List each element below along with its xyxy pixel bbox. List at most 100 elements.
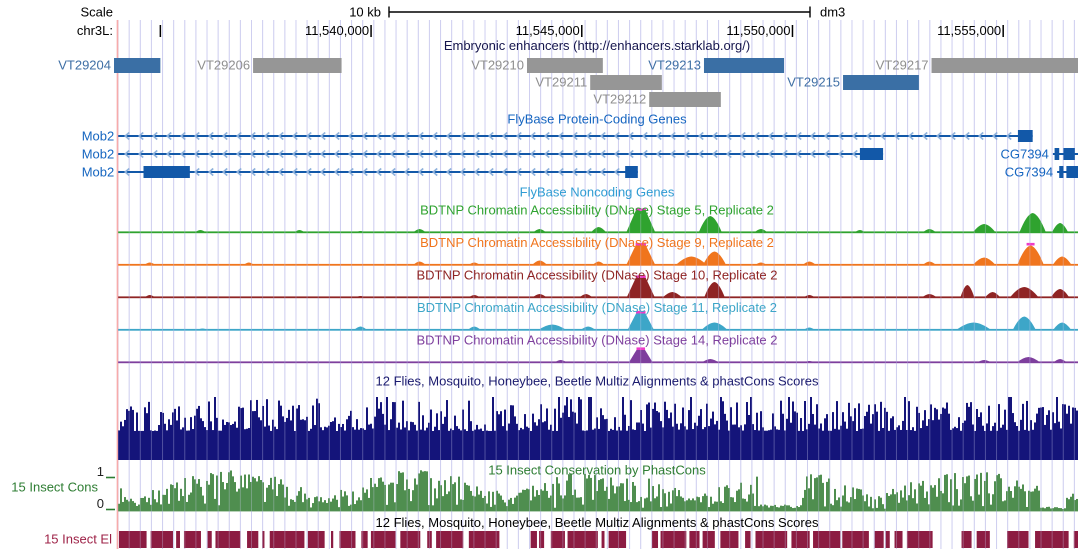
dnase-peak[interactable] xyxy=(355,296,367,298)
conserved-elements-track[interactable] xyxy=(119,531,1078,548)
dnase-peak[interactable] xyxy=(626,278,656,298)
dnase-peak[interactable] xyxy=(592,261,605,266)
dnase-peak[interactable] xyxy=(532,229,547,233)
dnase-peak[interactable] xyxy=(412,229,427,233)
dnase-peak[interactable] xyxy=(590,227,607,233)
dnase-peak[interactable] xyxy=(531,260,548,266)
gene-item-label[interactable]: Mob2 xyxy=(82,147,115,162)
dnase-peak[interactable] xyxy=(627,313,655,331)
dnase-peak[interactable] xyxy=(355,231,366,233)
enhancer-item-label[interactable]: VT29212 xyxy=(593,92,646,107)
gene-exon[interactable] xyxy=(1066,166,1078,178)
dnase-peak[interactable] xyxy=(976,360,993,363)
gene-item-Mob2[interactable]: Mob2 xyxy=(82,147,884,162)
dnase-peak[interactable] xyxy=(353,326,368,331)
gene-exon[interactable] xyxy=(1017,130,1033,142)
dnase-peak[interactable] xyxy=(467,295,481,298)
gene-exon[interactable] xyxy=(1063,148,1075,160)
dnase-peak[interactable] xyxy=(922,229,937,233)
dnase-peak[interactable] xyxy=(1012,316,1037,331)
enhancer-item-VT29217[interactable] xyxy=(931,58,1078,73)
dnase-peak[interactable] xyxy=(628,350,653,363)
dnase-peak[interactable] xyxy=(698,216,723,233)
dnase-peak[interactable] xyxy=(803,327,816,331)
dnase-track-stage-14[interactable] xyxy=(118,347,1078,364)
dnase-peak[interactable] xyxy=(753,229,768,233)
enhancer-item-VT29210[interactable] xyxy=(526,58,603,73)
gene-item-label[interactable]: CG7394 xyxy=(1000,147,1048,162)
dnase-peak[interactable] xyxy=(702,251,727,266)
dnase-peak[interactable] xyxy=(532,294,548,298)
dnase-peak[interactable] xyxy=(537,324,568,331)
dnase-peak[interactable] xyxy=(579,294,593,298)
dnase-peak[interactable] xyxy=(802,261,817,266)
enhancer-item-VT29213[interactable] xyxy=(703,58,785,73)
gene-exon[interactable] xyxy=(625,166,638,178)
gene-item-CG7394[interactable]: CG7394 xyxy=(1005,165,1078,180)
gene-item-label[interactable]: CG7394 xyxy=(1005,165,1053,180)
dnase-peak[interactable] xyxy=(1052,359,1068,363)
dnase-peak[interactable] xyxy=(972,257,997,266)
gene-exon[interactable] xyxy=(1054,148,1060,160)
gene-item-Mob2[interactable]: Mob2 xyxy=(82,165,638,180)
dnase-peak[interactable] xyxy=(143,295,156,298)
dnase-track-stage-5[interactable] xyxy=(118,208,1078,234)
enhancer-item-VT29212[interactable] xyxy=(649,92,721,107)
enhancer-item-VT29211[interactable] xyxy=(590,75,662,90)
feature-items-layer[interactable]: VT29204 VT29206 VT29210 VT29213 VT29217 VT292… xyxy=(58,58,1078,180)
dnase-peak[interactable] xyxy=(921,294,938,298)
dnase-peak[interactable] xyxy=(1052,256,1072,266)
enhancer-item-label[interactable]: VT29211 xyxy=(535,75,587,90)
dnase-peak[interactable] xyxy=(803,361,816,363)
dnase-track-stage-10[interactable] xyxy=(118,275,1078,299)
dnase-peak[interactable] xyxy=(701,359,720,363)
gene-exon[interactable] xyxy=(1059,166,1064,178)
enhancer-item-label[interactable]: VT29206 xyxy=(197,58,250,73)
dnase-peak[interactable] xyxy=(972,224,997,233)
dnase-peak[interactable] xyxy=(293,230,306,233)
dnase-peak[interactable] xyxy=(1017,245,1045,266)
dnase-peak[interactable] xyxy=(143,262,157,266)
dnase-peak[interactable] xyxy=(242,262,255,266)
dnase-peak[interactable] xyxy=(194,230,207,233)
dnase-peak[interactable] xyxy=(922,261,937,266)
enhancer-item-label[interactable]: VT29213 xyxy=(648,58,701,73)
dnase-peak[interactable] xyxy=(626,211,656,233)
gene-item-label[interactable]: Mob2 xyxy=(82,129,115,144)
dnase-peak[interactable] xyxy=(853,230,866,233)
dnase-peak[interactable] xyxy=(955,322,992,331)
dnase-peak[interactable] xyxy=(553,360,568,363)
dnase-peak[interactable] xyxy=(701,322,728,331)
dnase-peak[interactable] xyxy=(467,262,481,266)
dnase-peak[interactable] xyxy=(803,295,816,298)
dnase-peak[interactable] xyxy=(196,328,209,331)
dnase-track-stage-9[interactable] xyxy=(118,242,1078,266)
enhancer-item-VT29206[interactable] xyxy=(253,58,342,73)
gene-exon[interactable] xyxy=(859,148,884,160)
dnase-peak[interactable] xyxy=(1016,357,1041,363)
dnase-peak[interactable] xyxy=(754,262,768,266)
phastcons-conservation-track[interactable] xyxy=(118,470,1078,512)
dnase-peak[interactable] xyxy=(412,261,427,266)
dnase-peak[interactable] xyxy=(1052,322,1072,331)
dnase-peak[interactable] xyxy=(1019,213,1047,233)
enhancer-item-label[interactable]: VT29217 xyxy=(876,58,929,73)
dnase-peak[interactable] xyxy=(703,282,726,298)
gene-item-CG7394[interactable]: CG7394 xyxy=(1000,147,1078,162)
enhancer-item-label[interactable]: VT29215 xyxy=(787,75,840,90)
dnase-peak[interactable] xyxy=(1050,289,1070,298)
gene-exon[interactable] xyxy=(143,166,190,178)
enhancer-item-VT29204[interactable] xyxy=(114,58,161,73)
gene-item-Mob2[interactable]: Mob2 xyxy=(82,129,1033,144)
dnase-peak[interactable] xyxy=(467,326,482,331)
dnase-peak[interactable] xyxy=(580,326,597,331)
multiz-alignment-track[interactable] xyxy=(118,397,1078,460)
gene-item-label[interactable]: Mob2 xyxy=(82,165,115,180)
enhancer-item-label[interactable]: VT29210 xyxy=(471,58,524,73)
signal-tracks-layer[interactable] xyxy=(118,208,1078,548)
enhancer-item-VT29215[interactable] xyxy=(843,75,919,90)
enhancer-item-label[interactable]: VT29204 xyxy=(58,58,111,73)
dnase-track-stage-11[interactable] xyxy=(118,310,1078,331)
